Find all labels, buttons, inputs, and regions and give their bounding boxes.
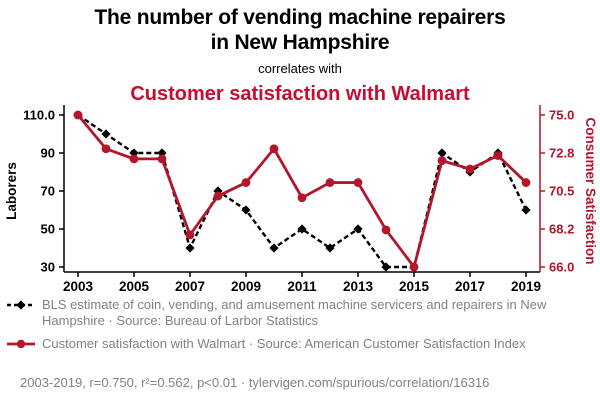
svg-text:30: 30 [41,260,55,275]
svg-text:68.2: 68.2 [549,222,574,237]
legend: BLS estimate of coin, vending, and amuse… [6,297,596,358]
legend-item-label: BLS estimate of coin, vending, and amuse… [42,297,547,329]
correlates-with-label: correlates with [258,60,342,76]
svg-text:75.0: 75.0 [549,108,574,123]
svg-text:2019: 2019 [511,279,541,294]
svg-text:90: 90 [41,146,55,161]
svg-text:Laborers: Laborers [4,162,19,220]
svg-text:Consumer Satisfaction: Consumer Satisfaction [583,117,598,264]
svg-text:50: 50 [41,222,55,237]
chart-header: The number of vending machine repairers … [0,6,600,106]
legend-item-label: Customer satisfaction with Walmart · Sou… [42,335,526,351]
black-dashed-diamond-marker-icon [7,300,35,310]
svg-text:72.8: 72.8 [549,146,574,161]
legend-item: BLS estimate of coin, vending, and amuse… [6,297,596,330]
chart-subtitle: Customer satisfaction with Walmart [130,82,470,105]
svg-text:2007: 2007 [175,279,205,294]
svg-text:2011: 2011 [287,279,317,294]
svg-text:2009: 2009 [231,279,261,294]
red-line-circle-marker-icon [7,339,35,348]
svg-text:2013: 2013 [343,279,374,294]
attribution-note: 2003-2019, r=0.750, r²=0.562, p<0.01 · t… [20,375,490,390]
svg-text:70: 70 [41,184,55,199]
svg-text:2015: 2015 [399,279,430,294]
svg-text:2005: 2005 [119,279,150,294]
svg-text:2017: 2017 [455,279,485,294]
svg-text:2003: 2003 [63,279,94,294]
svg-text:110.0: 110.0 [23,108,55,123]
svg-text:66.0: 66.0 [549,260,574,275]
page-title: The number of vending machine repairers … [94,6,506,54]
legend-item: Customer satisfaction with Walmart · Sou… [6,336,596,352]
svg-text:70.5: 70.5 [549,184,574,199]
